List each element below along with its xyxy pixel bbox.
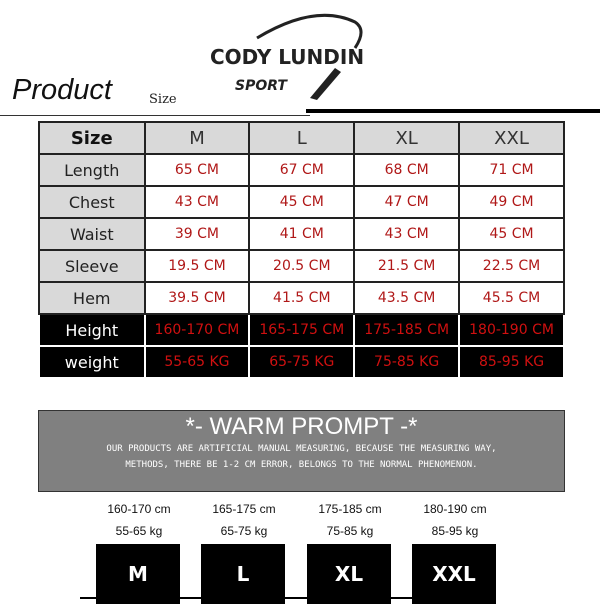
- guide-height: 180-190 cm: [423, 502, 487, 516]
- page-title: Product: [12, 74, 112, 106]
- header-cell: Size: [38, 121, 146, 155]
- table-cell: 165-175 CM: [248, 313, 356, 347]
- guide-weight: 55-65 kg: [115, 524, 163, 538]
- table-row: Length 65 CM 67 CM 68 CM 71 CM: [38, 153, 565, 187]
- table-cell: 65 CM: [143, 153, 251, 187]
- table-header: Size M L XL XXL: [38, 121, 565, 155]
- divider: [306, 109, 600, 113]
- table-cell: 65-75 KG: [248, 345, 356, 379]
- table-row: Chest 43 CM 45 CM 47 CM 49 CM: [38, 185, 565, 219]
- table-cell: 43.5 CM: [353, 281, 461, 315]
- svg-text:CODY LUNDIN: CODY LUNDIN: [210, 45, 364, 69]
- table-cell: 45 CM: [458, 217, 565, 251]
- warm-prompt-line: METHODS, THERE BE 1-2 CM ERROR, BELONGS …: [125, 460, 478, 470]
- table-cell: 22.5 CM: [458, 249, 565, 283]
- table-cell: 71 CM: [458, 153, 565, 187]
- table-cell: 43 CM: [353, 217, 461, 251]
- guide-size-box: L: [201, 544, 285, 604]
- page-subtitle: Size: [149, 92, 177, 107]
- size-guide-item: 160-170 cm 55-65 kg M: [96, 498, 182, 604]
- divider: [80, 597, 485, 599]
- warm-prompt-title: *- WARM PROMPT -*: [185, 413, 418, 440]
- row-label: Hem: [38, 281, 146, 315]
- table-cell: 20.5 CM: [248, 249, 356, 283]
- table-cell: 39 CM: [143, 217, 251, 251]
- table-row: Height 160-170 CM 165-175 CM 175-185 CM 180-…: [38, 313, 565, 347]
- guide-weight: 75-85 kg: [326, 524, 374, 538]
- brand-logo: CODY LUNDIN SPORT: [210, 13, 364, 100]
- table-cell: 85-95 KG: [458, 345, 565, 379]
- guide-size-box: XL: [307, 544, 391, 604]
- table-cell: 55-65 KG: [143, 345, 251, 379]
- row-label: Height: [38, 313, 146, 347]
- header-cell: XL: [353, 121, 461, 155]
- table-cell: 39.5 CM: [143, 281, 251, 315]
- guide-size-box: M: [96, 544, 180, 604]
- row-label: Length: [38, 153, 146, 187]
- guide-height: 160-170 cm: [107, 502, 171, 516]
- table-cell: 68 CM: [353, 153, 461, 187]
- table-row: Sleeve 19.5 CM 20.5 CM 21.5 CM 22.5 CM: [38, 249, 565, 283]
- table-cell: 180-190 CM: [458, 313, 565, 347]
- table-cell: 175-185 CM: [353, 313, 461, 347]
- table-cell: 47 CM: [353, 185, 461, 219]
- size-guide-item: 165-175 cm 65-75 kg L: [201, 498, 287, 604]
- table-cell: 160-170 CM: [143, 313, 251, 347]
- header-cell: L: [248, 121, 356, 155]
- table-cell: 21.5 CM: [353, 249, 461, 283]
- table-row: Waist 39 CM 41 CM 43 CM 45 CM: [38, 217, 565, 251]
- table-cell: 67 CM: [248, 153, 356, 187]
- table-cell: 41.5 CM: [248, 281, 356, 315]
- size-guide-item: 180-190 cm 85-95 kg XXL: [412, 498, 498, 604]
- guide-weight: 85-95 kg: [431, 524, 479, 538]
- divider: [0, 115, 310, 116]
- header-cell: M: [143, 121, 251, 155]
- table-row: Hem 39.5 CM 41.5 CM 43.5 CM 45.5 CM: [38, 281, 565, 315]
- row-label: weight: [38, 345, 146, 379]
- guide-size-box: XXL: [412, 544, 496, 604]
- table-cell: 45 CM: [248, 185, 356, 219]
- table-row: weight 55-65 KG 65-75 KG 75-85 KG 85-95 KG: [38, 345, 565, 379]
- table-cell: 75-85 KG: [353, 345, 461, 379]
- guide-height: 165-175 cm: [212, 502, 276, 516]
- table-cell: 41 CM: [248, 217, 356, 251]
- size-guide-item: 175-185 cm 75-85 kg XL: [307, 498, 393, 604]
- table-cell: 43 CM: [143, 185, 251, 219]
- svg-text:SPORT: SPORT: [235, 78, 288, 94]
- table-cell: 19.5 CM: [143, 249, 251, 283]
- row-label: Sleeve: [38, 249, 146, 283]
- guide-height: 175-185 cm: [318, 502, 382, 516]
- size-table: Size M L XL XXL Length 65 CM 67 CM 68 CM 71 …: [38, 121, 565, 379]
- guide-weight: 65-75 kg: [220, 524, 268, 538]
- header-cell: XXL: [458, 121, 565, 155]
- warm-prompt: *- WARM PROMPT -* OUR PRODUCTS ARE ARTIF…: [38, 410, 565, 492]
- row-label: Waist: [38, 217, 146, 251]
- table-cell: 49 CM: [458, 185, 565, 219]
- table-cell: 45.5 CM: [458, 281, 565, 315]
- warm-prompt-line: OUR PRODUCTS ARE ARTIFICIAL MANUAL MEASU…: [106, 444, 497, 454]
- row-label: Chest: [38, 185, 146, 219]
